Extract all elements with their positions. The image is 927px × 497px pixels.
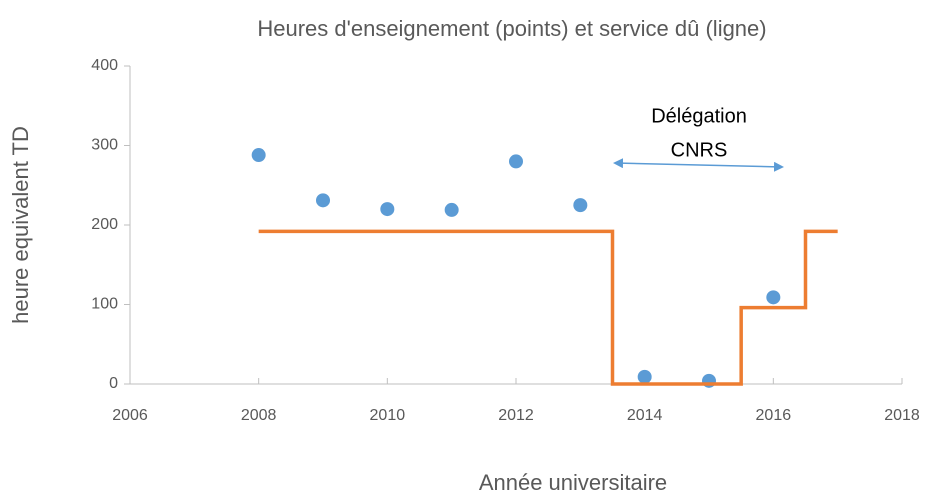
point [509, 154, 523, 169]
point [444, 202, 459, 217]
point [573, 198, 588, 213]
point [380, 202, 395, 217]
point [251, 148, 266, 163]
chart-title: Heures d'enseignement (points) et servic… [257, 16, 766, 41]
step-line [258, 229, 838, 386]
x-tick-label: 2018 [884, 407, 920, 424]
x-tick-label: 2016 [756, 407, 792, 424]
y-tick-label: 100 [91, 296, 118, 313]
y-tick-label: 300 [91, 137, 118, 154]
y-tick-label: 400 [91, 57, 118, 74]
point [637, 369, 652, 384]
annotation: CNRS [671, 139, 728, 161]
x-axis-label: Année universitaire [479, 470, 667, 495]
x-tick-label: 2006 [112, 407, 148, 424]
y-tick-label: 200 [91, 216, 118, 233]
annotation-arrow [613, 158, 784, 172]
y-tick-label: 0 [109, 375, 118, 392]
x-tick-label: 2012 [498, 407, 534, 424]
x-tick-label: 2014 [627, 407, 663, 424]
x-tick-label: 2010 [370, 407, 406, 424]
annotation: Délégation [651, 105, 747, 127]
point [766, 290, 781, 305]
y-axis-label: heure equivalent TD [8, 126, 33, 324]
point [316, 193, 330, 208]
x-tick-label: 2008 [241, 407, 277, 424]
